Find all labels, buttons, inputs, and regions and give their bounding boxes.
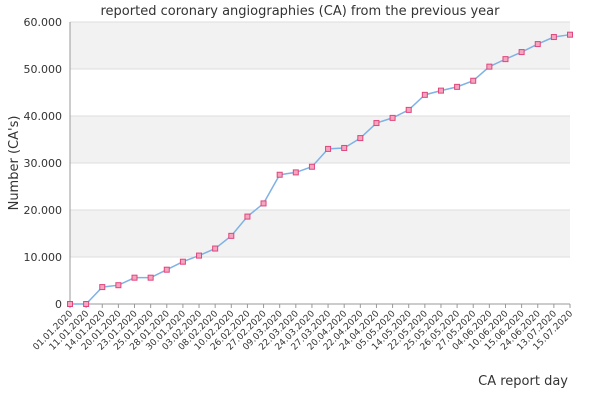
marker — [325, 145, 332, 152]
marker — [567, 31, 573, 38]
y-tick-label: 20.000 — [24, 204, 63, 217]
marker — [357, 135, 364, 142]
marker — [518, 49, 525, 56]
marker — [212, 245, 219, 252]
y-tick-label: 60.000 — [24, 16, 63, 29]
marker — [228, 232, 235, 239]
marker — [67, 301, 73, 307]
marker — [550, 34, 557, 41]
marker — [276, 171, 283, 178]
marker — [308, 163, 315, 170]
marker — [502, 56, 509, 63]
marker — [454, 83, 461, 90]
y-tick-label: 40.000 — [24, 110, 63, 123]
marker — [437, 87, 444, 94]
marker — [421, 91, 428, 98]
marker — [196, 252, 203, 259]
y-axis-label: Number (CA's) — [7, 116, 22, 211]
chart-title: reported coronary angiographies (CA) fro… — [101, 4, 501, 19]
marker — [292, 169, 299, 176]
marker — [115, 282, 122, 289]
grid-band — [70, 22, 570, 69]
grid-band — [70, 210, 570, 257]
marker — [373, 120, 380, 127]
y-tick-label: 50.000 — [24, 63, 63, 76]
y-tick-label: 0 — [55, 298, 62, 311]
marker — [470, 77, 477, 84]
marker — [260, 200, 267, 207]
marker — [179, 258, 186, 265]
marker — [341, 144, 348, 151]
marker — [534, 41, 541, 48]
marker — [99, 284, 106, 291]
marker — [163, 266, 170, 273]
marker — [83, 301, 90, 307]
marker — [244, 213, 251, 220]
marker — [405, 106, 412, 113]
marker — [131, 274, 138, 281]
marker — [389, 114, 396, 121]
y-tick-label: 10.000 — [24, 251, 63, 264]
marker — [486, 63, 493, 70]
y-tick-label: 30.000 — [24, 157, 63, 170]
marker — [147, 274, 154, 281]
x-axis-label: CA report day — [478, 374, 568, 389]
grid-band — [70, 116, 570, 163]
